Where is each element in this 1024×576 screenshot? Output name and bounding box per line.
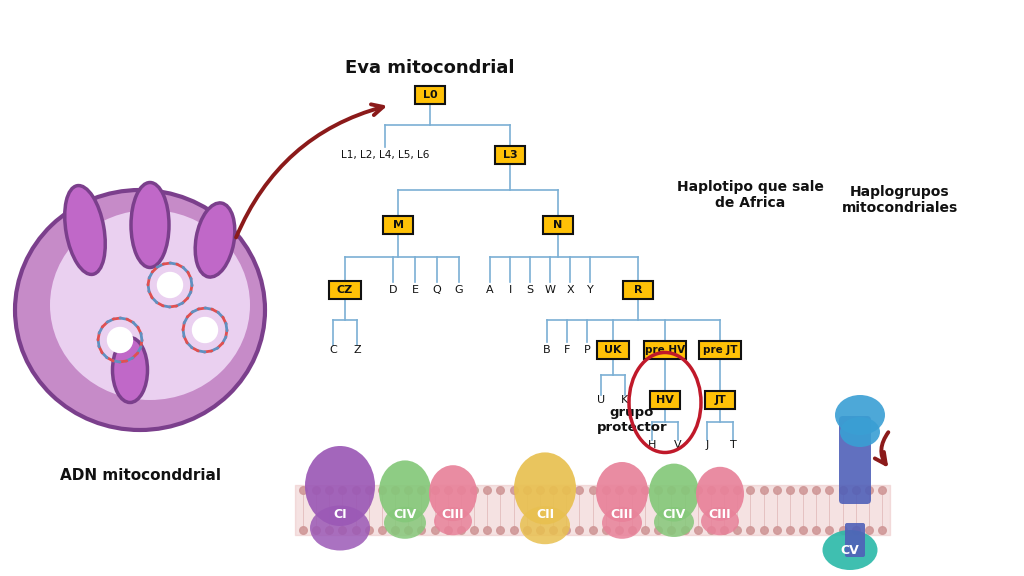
- FancyArrowPatch shape: [874, 432, 889, 464]
- Text: A: A: [486, 285, 494, 295]
- FancyBboxPatch shape: [705, 391, 735, 409]
- Text: X: X: [566, 285, 573, 295]
- FancyBboxPatch shape: [644, 341, 686, 359]
- Ellipse shape: [310, 506, 370, 551]
- Ellipse shape: [429, 465, 477, 521]
- Ellipse shape: [106, 327, 133, 353]
- Text: Q: Q: [432, 285, 441, 295]
- Text: J: J: [706, 440, 709, 450]
- Ellipse shape: [379, 460, 431, 522]
- Text: I: I: [508, 285, 512, 295]
- FancyBboxPatch shape: [543, 216, 573, 234]
- Text: P: P: [584, 345, 591, 355]
- Ellipse shape: [596, 462, 648, 522]
- Text: CIV: CIV: [663, 509, 686, 521]
- Ellipse shape: [514, 452, 575, 524]
- Ellipse shape: [191, 317, 218, 343]
- FancyBboxPatch shape: [623, 281, 653, 299]
- Ellipse shape: [305, 446, 375, 526]
- Text: V: V: [674, 440, 682, 450]
- Text: W: W: [545, 285, 555, 295]
- Text: CZ: CZ: [337, 285, 353, 295]
- Text: CIII: CIII: [610, 509, 633, 521]
- Text: Eva mitocondrial: Eva mitocondrial: [345, 59, 515, 77]
- Ellipse shape: [50, 210, 250, 400]
- FancyBboxPatch shape: [650, 391, 680, 409]
- Text: CII: CII: [536, 509, 554, 521]
- Text: ADN mitoconddrial: ADN mitoconddrial: [59, 468, 220, 483]
- Text: CIII: CIII: [709, 509, 731, 521]
- Text: UK: UK: [604, 345, 622, 355]
- Text: pre JT: pre JT: [702, 345, 737, 355]
- Text: K: K: [622, 395, 629, 405]
- FancyBboxPatch shape: [495, 146, 525, 164]
- Text: pre HV: pre HV: [645, 345, 685, 355]
- Text: F: F: [564, 345, 570, 355]
- Text: L1, L2, L4, L5, L6: L1, L2, L4, L5, L6: [341, 150, 429, 160]
- Ellipse shape: [384, 507, 426, 539]
- Text: S: S: [526, 285, 534, 295]
- Text: H: H: [648, 440, 656, 450]
- Text: CV: CV: [841, 544, 859, 556]
- Text: M: M: [392, 220, 403, 230]
- FancyBboxPatch shape: [839, 416, 871, 504]
- Ellipse shape: [15, 190, 265, 430]
- Ellipse shape: [701, 507, 739, 535]
- Ellipse shape: [602, 507, 642, 539]
- FancyBboxPatch shape: [383, 216, 413, 234]
- Text: N: N: [553, 220, 562, 230]
- Ellipse shape: [520, 506, 570, 544]
- Text: C: C: [329, 345, 337, 355]
- Text: U: U: [597, 395, 605, 405]
- Text: CIII: CIII: [441, 509, 464, 521]
- Text: HV: HV: [656, 395, 674, 405]
- Text: JT: JT: [714, 395, 726, 405]
- Text: E: E: [412, 285, 419, 295]
- Ellipse shape: [696, 467, 744, 521]
- Ellipse shape: [157, 272, 183, 298]
- Text: Haplotipo que sale
de Africa: Haplotipo que sale de Africa: [677, 180, 823, 210]
- Ellipse shape: [131, 183, 169, 267]
- Text: D: D: [389, 285, 397, 295]
- Ellipse shape: [654, 507, 694, 537]
- FancyBboxPatch shape: [329, 281, 361, 299]
- Ellipse shape: [649, 464, 699, 522]
- Ellipse shape: [835, 395, 885, 435]
- Text: Z: Z: [353, 345, 360, 355]
- Text: Haplogrupos
mitocondriales: Haplogrupos mitocondriales: [842, 185, 958, 215]
- FancyBboxPatch shape: [699, 341, 741, 359]
- Text: G: G: [455, 285, 463, 295]
- Text: R: R: [634, 285, 642, 295]
- Ellipse shape: [822, 530, 878, 570]
- Text: CIV: CIV: [393, 509, 417, 521]
- Text: Y: Y: [587, 285, 593, 295]
- Ellipse shape: [434, 507, 472, 535]
- Ellipse shape: [196, 203, 234, 277]
- Ellipse shape: [113, 338, 147, 403]
- FancyBboxPatch shape: [597, 341, 629, 359]
- Ellipse shape: [65, 185, 105, 274]
- FancyBboxPatch shape: [845, 523, 865, 557]
- Text: B: B: [543, 345, 551, 355]
- FancyArrowPatch shape: [237, 104, 383, 237]
- Text: L0: L0: [423, 90, 437, 100]
- Text: CI: CI: [333, 509, 347, 521]
- Text: L3: L3: [503, 150, 517, 160]
- Ellipse shape: [840, 417, 880, 447]
- Text: grupo
protector: grupo protector: [597, 406, 668, 434]
- FancyBboxPatch shape: [415, 86, 445, 104]
- Text: T: T: [730, 440, 736, 450]
